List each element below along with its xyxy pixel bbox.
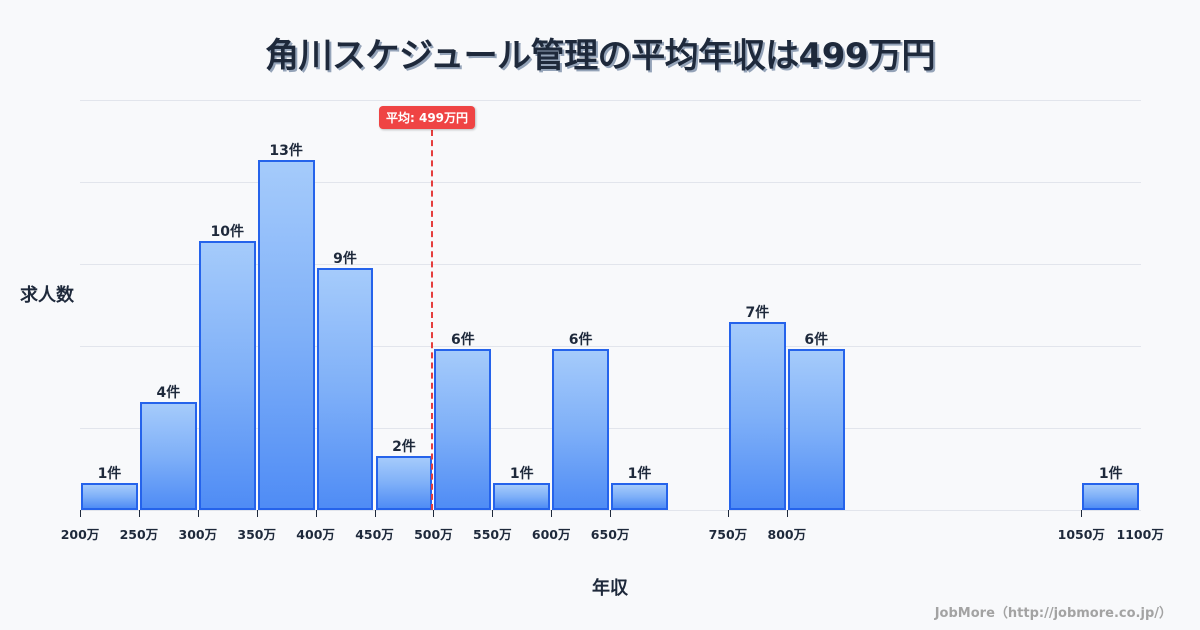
bar-count-label: 1件 (509, 466, 534, 483)
x-tick-label: 500万 (414, 527, 453, 542)
x-tick-label: 800万 (767, 527, 807, 542)
bar-650-700 (611, 483, 668, 510)
bar-count-label: 4件 (156, 385, 181, 402)
bar-350-400 (257, 160, 315, 510)
bar-800-850 (787, 348, 845, 510)
bar-count-label: 1件 (97, 466, 122, 483)
bar-count-label: 2件 (392, 439, 416, 456)
average-badge: 平均: 499万円 (379, 106, 476, 129)
x-tick-label: 600万 (531, 527, 571, 542)
x-tick-label: 250万 (119, 527, 159, 542)
x-tick-label: 1050万 (1057, 527, 1105, 542)
bar-count-label: 10件 (210, 224, 244, 240)
bar-450-500 (375, 456, 433, 510)
x-tick (256, 510, 258, 517)
bar-400-450 (316, 267, 374, 510)
gridline (80, 100, 1141, 101)
x-tick-label: 450万 (355, 527, 394, 542)
bar-count-label: 6件 (450, 331, 475, 348)
source-credit: JobMore（http://jobmore.co.jp/） (934, 606, 1172, 621)
x-tick (786, 510, 788, 517)
x-tick (138, 510, 140, 517)
bar-count-label: 1件 (1098, 466, 1123, 483)
bar-750-800 (728, 321, 786, 510)
x-tick-label: 750万 (708, 527, 748, 542)
bar-250-300 (139, 402, 197, 510)
x-tick (610, 510, 612, 517)
y-axis-label: 求人数 (20, 285, 74, 306)
bar-600-650 (552, 348, 610, 510)
gridline (80, 264, 1141, 265)
bar-1050-1100 (1082, 483, 1140, 510)
x-tick (315, 510, 317, 517)
x-tick (1081, 510, 1083, 517)
x-tick (433, 510, 435, 517)
gridline (80, 346, 1141, 347)
average-line (431, 130, 433, 510)
x-tick-label: 650万 (590, 527, 630, 542)
bar-count-label: 6件 (804, 331, 829, 348)
chart-title: 角川スケジュール管理の平均年収は499万円 (264, 36, 936, 76)
x-tick-label: 1100万 (1116, 527, 1164, 542)
x-tick (80, 510, 81, 517)
bar-count-label: 13件 (269, 143, 303, 160)
x-axis-label: 年収 (592, 578, 628, 599)
bar-count-label: 9件 (333, 250, 357, 267)
x-tick-label: 550万 (473, 527, 512, 542)
x-tick-label: 350万 (237, 527, 276, 542)
x-tick (492, 510, 494, 517)
bar-count-label: 1件 (627, 466, 652, 483)
x-tick (551, 510, 553, 517)
x-tick (374, 510, 376, 517)
x-tick-label: 300万 (178, 527, 218, 542)
bar-550-600 (493, 483, 551, 510)
x-tick-label: 200万 (60, 527, 100, 542)
gridline (80, 428, 1141, 429)
x-tick (727, 510, 729, 517)
bar-500-550 (434, 348, 492, 510)
x-tick (197, 510, 199, 517)
bar-count-label: 7件 (745, 304, 770, 321)
x-tick-label: 400万 (296, 527, 335, 542)
bar-200-250 (81, 483, 138, 510)
bar-300-350 (198, 241, 256, 510)
gridline (80, 182, 1141, 183)
bar-count-label: 6件 (568, 331, 593, 348)
